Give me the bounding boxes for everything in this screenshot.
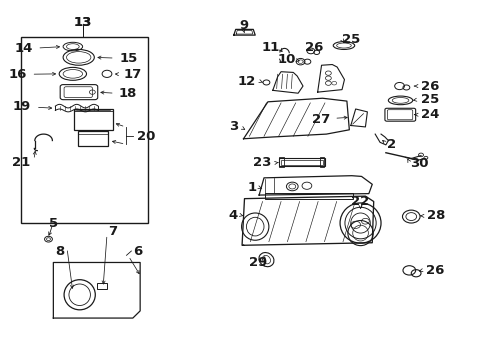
Text: 3: 3 xyxy=(229,121,238,134)
Text: 12: 12 xyxy=(238,75,256,87)
Text: 15: 15 xyxy=(120,51,138,64)
Text: 20: 20 xyxy=(137,130,155,143)
Bar xyxy=(97,283,107,289)
Text: 29: 29 xyxy=(248,256,267,269)
Text: 9: 9 xyxy=(239,19,247,32)
Text: 16: 16 xyxy=(9,68,27,81)
Text: 1: 1 xyxy=(247,181,257,194)
Bar xyxy=(74,109,113,130)
Text: 13: 13 xyxy=(73,16,92,29)
Bar xyxy=(78,131,108,146)
Text: 8: 8 xyxy=(55,244,64,257)
Text: 22: 22 xyxy=(351,195,369,208)
Text: 26: 26 xyxy=(305,41,323,54)
Text: 7: 7 xyxy=(108,225,117,238)
Text: 13: 13 xyxy=(73,16,92,29)
Text: 25: 25 xyxy=(341,32,360,46)
Text: 6: 6 xyxy=(133,244,142,257)
Text: 17: 17 xyxy=(123,68,142,81)
Bar xyxy=(278,157,283,167)
Text: 28: 28 xyxy=(427,210,445,222)
Text: 25: 25 xyxy=(420,93,438,106)
Text: 30: 30 xyxy=(409,157,428,170)
Text: 11: 11 xyxy=(261,41,279,54)
Text: 26: 26 xyxy=(425,264,444,277)
Bar xyxy=(278,158,325,166)
Bar xyxy=(281,160,323,165)
Text: 26: 26 xyxy=(420,80,439,93)
Text: 14: 14 xyxy=(15,41,33,54)
Bar xyxy=(264,193,352,199)
Text: 23: 23 xyxy=(253,156,271,169)
Text: 19: 19 xyxy=(13,100,31,113)
Text: 21: 21 xyxy=(12,156,30,169)
Text: 5: 5 xyxy=(49,217,58,230)
Text: 4: 4 xyxy=(228,209,237,222)
Bar xyxy=(319,157,324,167)
Text: 18: 18 xyxy=(119,87,137,100)
Text: 10: 10 xyxy=(277,53,296,66)
Text: 24: 24 xyxy=(420,108,439,121)
Text: 2: 2 xyxy=(386,138,395,150)
Text: 27: 27 xyxy=(311,113,330,126)
Bar xyxy=(21,37,148,223)
